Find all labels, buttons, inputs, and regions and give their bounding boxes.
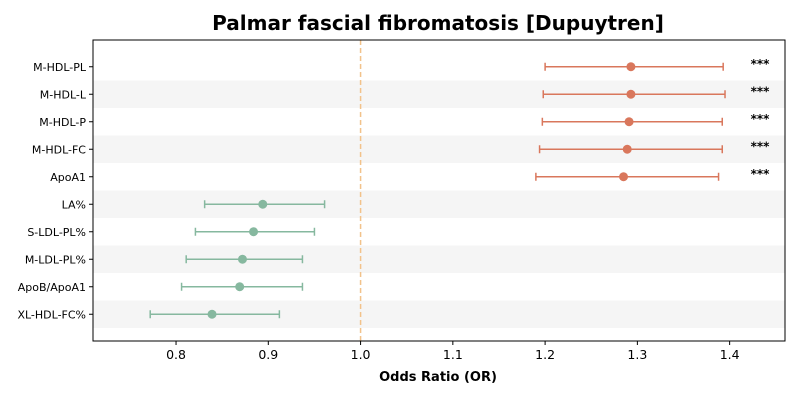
significance-label: *** <box>751 57 771 71</box>
forest-row <box>541 117 724 127</box>
or-point <box>207 309 217 319</box>
y-tick-label: XL-HDL-FC% <box>17 308 86 321</box>
data-marks <box>149 62 726 319</box>
or-point <box>622 144 632 154</box>
forest-row <box>149 309 281 319</box>
significance-label: *** <box>751 84 771 98</box>
or-point <box>626 62 636 72</box>
forest-row <box>185 254 304 264</box>
x-tick-label: 0.9 <box>258 347 278 362</box>
x-axis-ticks: 0.8 0.9 1.0 1.1 1.2 1.3 1.4 <box>166 341 740 362</box>
forest-row <box>180 282 304 292</box>
forest-row <box>203 199 326 209</box>
y-tick-label: M-HDL-L <box>40 88 87 101</box>
or-point <box>624 117 634 127</box>
y-tick-label: M-HDL-PL <box>33 61 87 74</box>
y-tick-label: M-LDL-PL% <box>25 253 86 266</box>
y-tick-label: M-HDL-P <box>39 116 86 129</box>
forest-row <box>194 227 316 237</box>
or-point <box>237 254 247 264</box>
significance-labels: *** *** *** *** *** <box>751 57 771 181</box>
x-tick-label: 1.0 <box>351 347 371 362</box>
y-axis-ticks: M-HDL-PL M-HDL-L M-HDL-P M-HDL-FC ApoA1 LA% S-… <box>17 61 93 321</box>
row-bands <box>93 80 785 328</box>
x-tick-label: 0.8 <box>166 347 186 362</box>
x-tick-label: 1.2 <box>535 347 555 362</box>
forest-row <box>544 62 724 72</box>
x-axis-label: Odds Ratio (OR) <box>379 370 497 385</box>
y-tick-label: ApoB/ApoA1 <box>18 281 86 294</box>
y-tick-label: LA% <box>62 198 86 211</box>
forest-row <box>535 172 720 182</box>
y-tick-label: M-HDL-FC <box>32 143 86 156</box>
or-point <box>619 172 629 182</box>
chart-title: Palmar fascial fibromatosis [Dupuytren] <box>212 11 664 35</box>
significance-label: *** <box>751 112 771 126</box>
forest-row <box>538 144 724 154</box>
plot-frame <box>92 39 786 342</box>
x-tick-label: 1.4 <box>720 347 740 362</box>
or-point <box>626 89 636 99</box>
x-tick-label: 1.1 <box>443 347 463 362</box>
y-tick-label: ApoA1 <box>50 171 86 184</box>
significance-label: *** <box>751 139 771 153</box>
y-tick-label: S-LDL-PL% <box>27 226 86 239</box>
or-point <box>249 227 259 237</box>
or-point <box>258 199 268 209</box>
significance-label: *** <box>751 167 771 181</box>
x-tick-label: 1.3 <box>627 347 647 362</box>
or-point <box>235 282 245 292</box>
forest-row <box>542 89 726 99</box>
row-band <box>93 190 785 218</box>
